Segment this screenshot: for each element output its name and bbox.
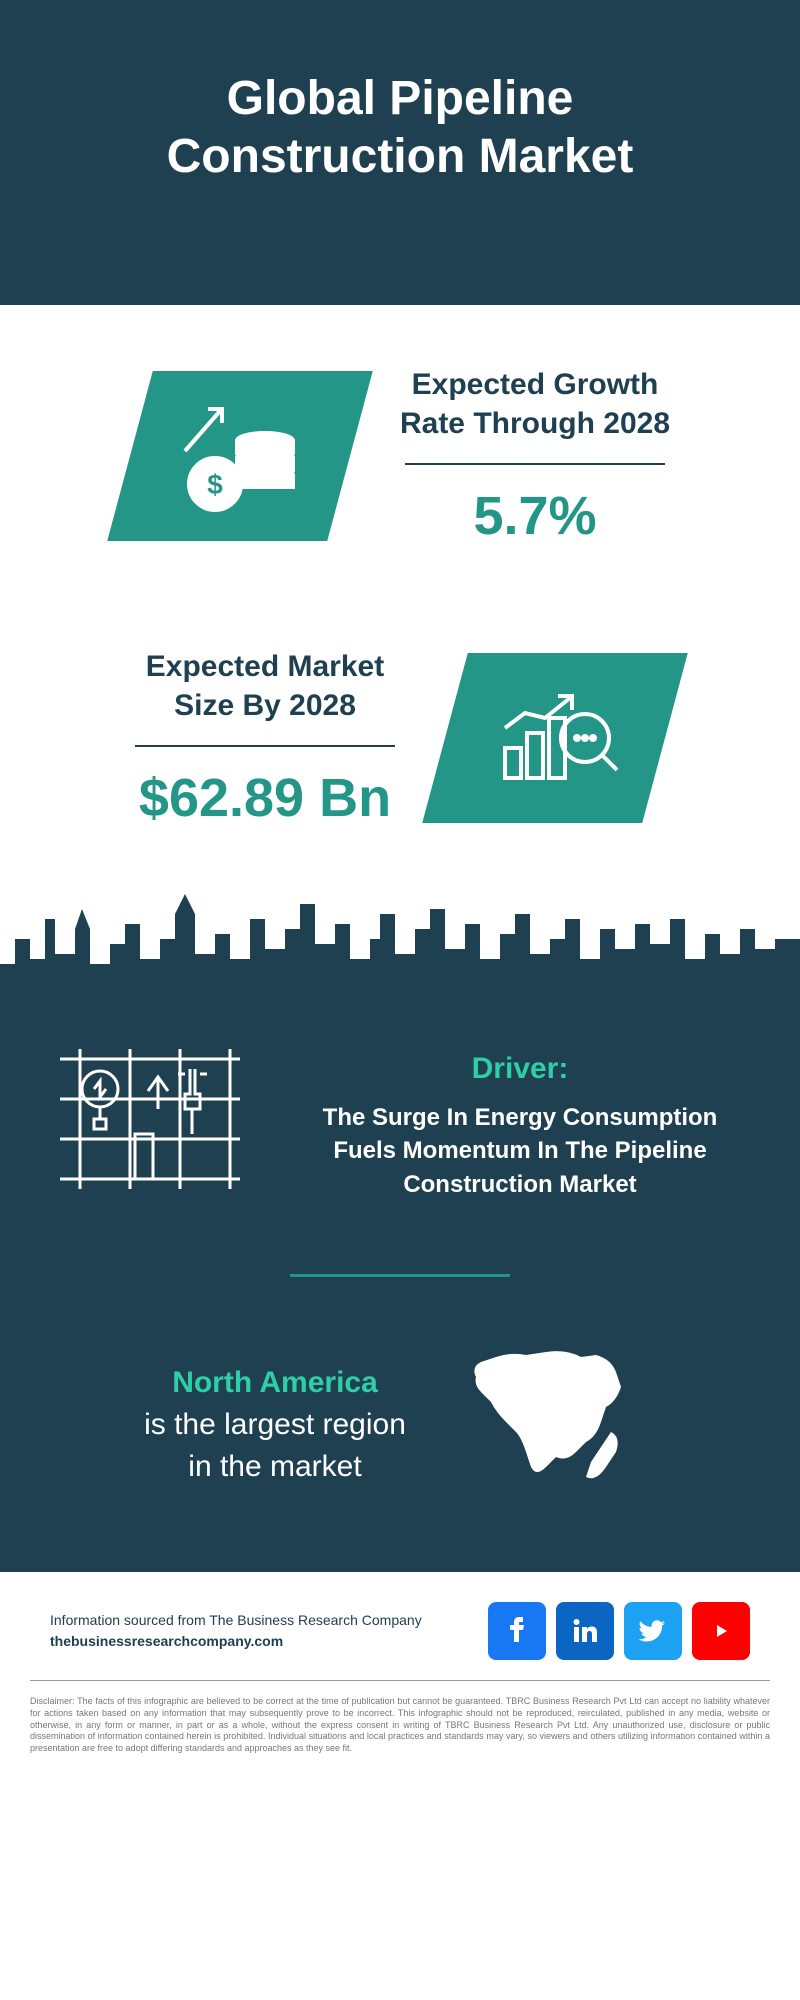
youtube-icon[interactable] (692, 1602, 750, 1660)
divider (135, 745, 395, 747)
region-text: North America is the largest region in t… (144, 1362, 406, 1488)
disclaimer-text: Disclaimer: The facts of this infographi… (30, 1696, 770, 1754)
market-size-label: Expected MarketSize By 2028 (135, 647, 395, 725)
analytics-icon (485, 678, 625, 798)
driver-label: Driver: (290, 1052, 750, 1086)
driver-icon (50, 1039, 250, 1214)
header: Global Pipeline Construction Market (0, 0, 800, 305)
svg-text:$: $ (207, 469, 223, 500)
twitter-icon[interactable] (624, 1602, 682, 1660)
market-size-value: $62.89 Bn (135, 767, 395, 829)
facebook-icon[interactable] (488, 1602, 546, 1660)
social-links (488, 1602, 750, 1660)
driver-description: The Surge In Energy Consumption Fuels Mo… (290, 1101, 750, 1202)
growth-value: 5.7% (400, 485, 670, 547)
north-america-map-icon (456, 1337, 656, 1512)
page-title: Global Pipeline Construction Market (40, 70, 760, 185)
growth-label: Expected GrowthRate Through 2028 (400, 365, 670, 443)
growth-icon-box: $ (107, 371, 373, 541)
divider (405, 463, 665, 465)
skyline-graphic (0, 869, 800, 1009)
divider (290, 1274, 510, 1277)
footer: Information sourced from The Business Re… (0, 1572, 800, 1680)
dark-section: Driver: The Surge In Energy Consumption … (0, 1009, 800, 1572)
money-growth-icon: $ (170, 396, 310, 516)
market-size-stat: Expected MarketSize By 2028 $62.89 Bn (0, 587, 800, 869)
growth-stat: $ Expected GrowthRate Through 2028 5.7% (0, 305, 800, 587)
linkedin-icon[interactable] (556, 1602, 614, 1660)
footer-source: Information sourced from The Business Re… (50, 1610, 422, 1652)
market-icon-box (422, 653, 688, 823)
